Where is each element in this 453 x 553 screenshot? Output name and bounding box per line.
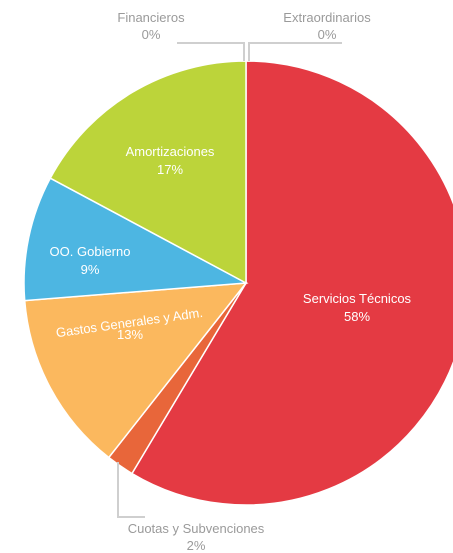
slice-label-servicios-tecnicos: Servicios Técnicos xyxy=(303,291,412,306)
pie-slice-amortizaciones xyxy=(49,60,247,285)
slice-value-financieros: 0% xyxy=(142,27,161,42)
slice-value-servicios-tecnicos: 58% xyxy=(344,309,370,324)
slice-value-extraordinarios: 0% xyxy=(318,27,337,42)
leader-cuotas-subvenciones xyxy=(117,462,145,518)
slice-label-amortizaciones: Amortizaciones xyxy=(126,144,215,159)
pie-slices xyxy=(23,60,453,506)
leader-lines xyxy=(117,42,342,518)
leader-financieros xyxy=(177,42,245,61)
pie-slice-servicios-tecnicos xyxy=(130,60,453,506)
slice-label-financieros: Financieros xyxy=(117,10,185,25)
leader-extraordinarios xyxy=(248,42,342,61)
pie-slice-gastos-generales-y-adm xyxy=(23,282,248,459)
slice-value-oo-gobierno: 9% xyxy=(81,262,100,277)
slice-label-oo-gobierno: OO. Gobierno xyxy=(50,244,131,259)
slice-value-cuotas-subvenciones: 2% xyxy=(187,538,206,553)
slice-value-amortizaciones: 17% xyxy=(157,162,183,177)
pie-slice-oo-gobierno xyxy=(23,177,249,302)
slice-label-extraordinarios: Extraordinarios xyxy=(283,10,371,25)
slice-value-gastos-generales: 13% xyxy=(117,327,143,342)
slice-label-cuotas-subvenciones: Cuotas y Subvenciones xyxy=(128,521,265,536)
